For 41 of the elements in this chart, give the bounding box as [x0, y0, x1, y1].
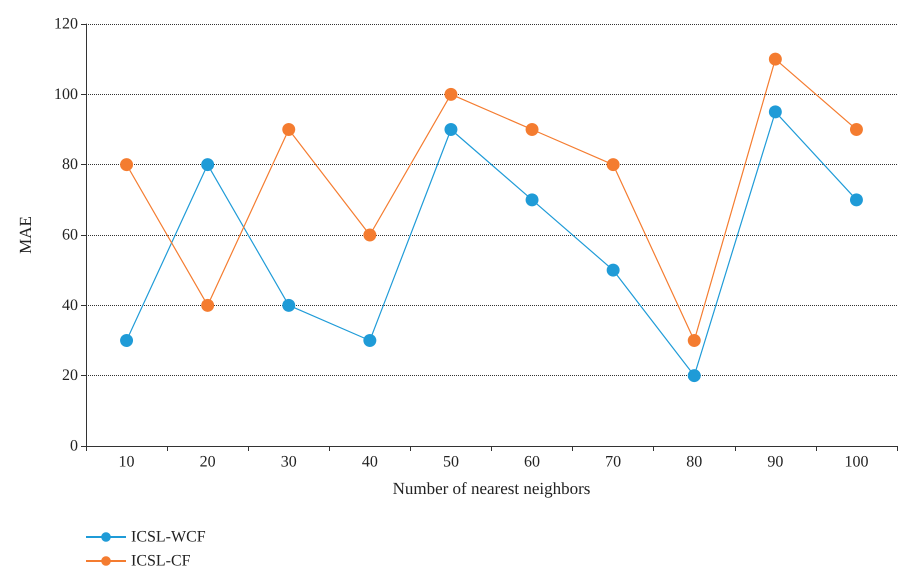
x-tick-label: 90: [767, 454, 784, 470]
point: [282, 123, 296, 136]
legend-label: ICSL-WCF: [131, 528, 206, 546]
point: [201, 298, 214, 312]
point: [120, 334, 134, 347]
y-tick-label: 120: [54, 16, 78, 32]
point: [363, 228, 376, 242]
y-axis-title: MAE: [16, 216, 35, 254]
x-tick-label: 30: [280, 454, 297, 470]
x-tick-label: 100: [844, 454, 868, 470]
y-tick-label: 60: [62, 226, 78, 244]
point: [768, 105, 782, 118]
point: [850, 123, 863, 136]
point: [282, 298, 296, 312]
legend-label: ICSL-CF: [131, 552, 191, 570]
point: [688, 369, 701, 382]
point: [201, 158, 214, 172]
point: [526, 123, 539, 136]
y-tick-label: 0: [70, 438, 78, 454]
point: [526, 193, 539, 206]
point: [850, 193, 863, 206]
x-tick-label: 10: [118, 454, 135, 470]
x-tick-label: 80: [686, 454, 702, 470]
y-tick-label: 20: [62, 367, 78, 384]
point: [444, 88, 458, 101]
x-tick-label: 60: [524, 454, 540, 470]
x-axis-title: Number of nearest neighbors: [392, 479, 590, 498]
point: [606, 158, 620, 172]
y-tick-label: 40: [62, 296, 78, 314]
point: [444, 123, 458, 136]
point: [606, 264, 620, 277]
point: [120, 158, 134, 172]
y-tick-label: 80: [62, 156, 78, 174]
point: [363, 334, 376, 347]
point: [688, 334, 701, 347]
y-tick-label: 100: [54, 86, 78, 103]
point: [768, 52, 782, 66]
x-tick-label: 40: [362, 454, 378, 470]
x-tick-label: 50: [442, 454, 459, 470]
x-tick-label: 70: [605, 454, 622, 470]
x-tick-label: 20: [200, 454, 216, 470]
